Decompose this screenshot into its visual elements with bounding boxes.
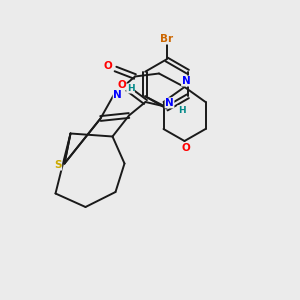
Text: H: H xyxy=(127,84,134,93)
Text: H: H xyxy=(178,106,185,115)
Text: Br: Br xyxy=(160,34,173,44)
Text: O: O xyxy=(182,142,190,153)
Text: O: O xyxy=(117,80,126,90)
Text: N: N xyxy=(182,76,190,86)
Text: N: N xyxy=(165,98,174,108)
Text: O: O xyxy=(103,61,112,71)
Text: N: N xyxy=(113,89,122,100)
Text: S: S xyxy=(54,160,62,170)
